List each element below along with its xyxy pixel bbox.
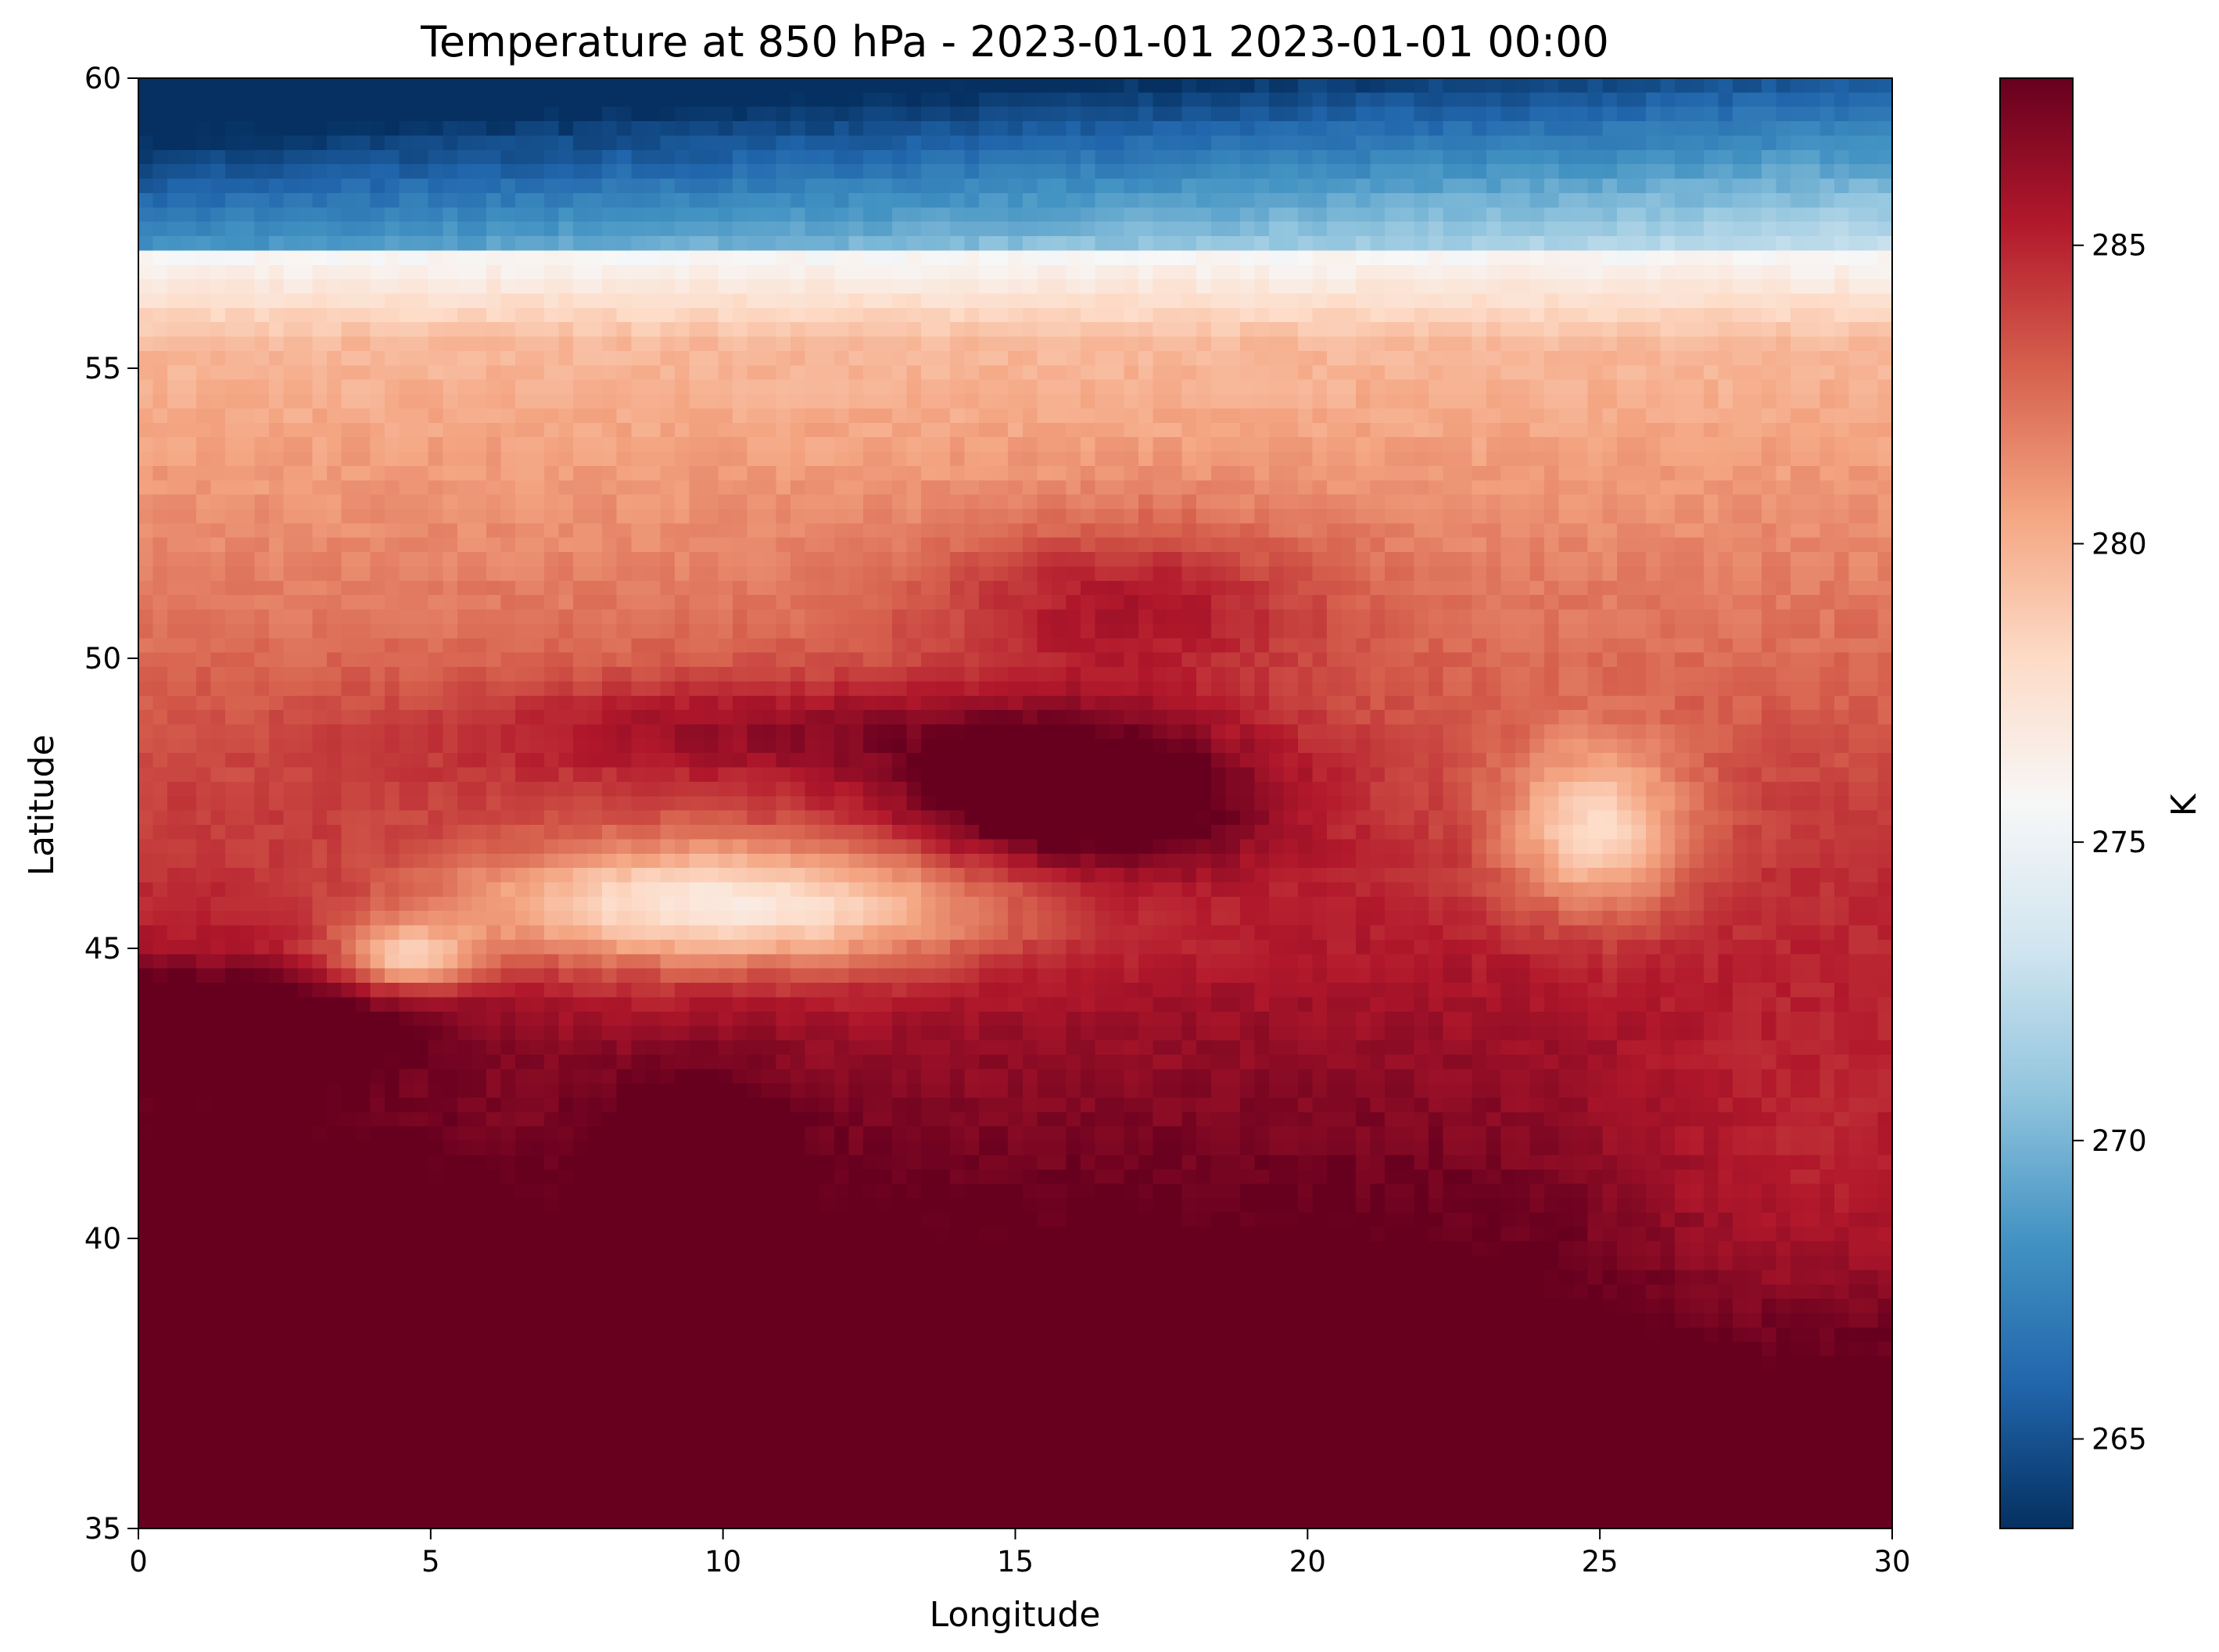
- y-axis-ticks: 35 40 45 50 55 60: [84, 62, 138, 1546]
- y-tick-label: 60: [84, 62, 121, 95]
- colorbar-fill: [1999, 77, 2074, 1529]
- chart-title: Temperature at 850 hPa - 2023-01-01 2023…: [420, 17, 1609, 66]
- x-tick-label: 5: [421, 1545, 440, 1579]
- x-axis-ticks: 0 5 10 15 20 25 30: [129, 1528, 1911, 1579]
- x-tick-label: 0: [129, 1545, 148, 1579]
- colorbar: 265 270 275 280 285 K: [1999, 77, 2204, 1529]
- colorbar-label: K: [2164, 793, 2204, 816]
- x-tick-label: 30: [1873, 1545, 1910, 1579]
- x-tick-label: 25: [1582, 1545, 1619, 1579]
- heatmap-plot-area: [138, 78, 1892, 1528]
- heatmap-field: [138, 78, 1892, 1528]
- colorbar-tick-label: 265: [2092, 1422, 2147, 1456]
- y-tick-label: 45: [84, 932, 121, 966]
- colorbar-tick-label: 275: [2092, 826, 2147, 859]
- x-tick-label: 20: [1289, 1545, 1326, 1579]
- colorbar-tick-label: 270: [2092, 1124, 2147, 1158]
- y-tick-label: 50: [84, 642, 121, 675]
- y-tick-label: 35: [84, 1512, 121, 1546]
- colorbar-tick-label: 285: [2092, 229, 2147, 263]
- y-axis-label: Latitude: [22, 734, 62, 876]
- y-tick-label: 40: [84, 1222, 121, 1256]
- colorbar-tick-label: 280: [2092, 527, 2147, 561]
- y-tick-label: 55: [84, 352, 121, 385]
- x-tick-label: 15: [997, 1545, 1034, 1579]
- x-tick-label: 10: [704, 1545, 741, 1579]
- x-axis-label: Longitude: [930, 1595, 1101, 1635]
- colorbar-ticks: 265 270 275 280 285: [2073, 229, 2147, 1456]
